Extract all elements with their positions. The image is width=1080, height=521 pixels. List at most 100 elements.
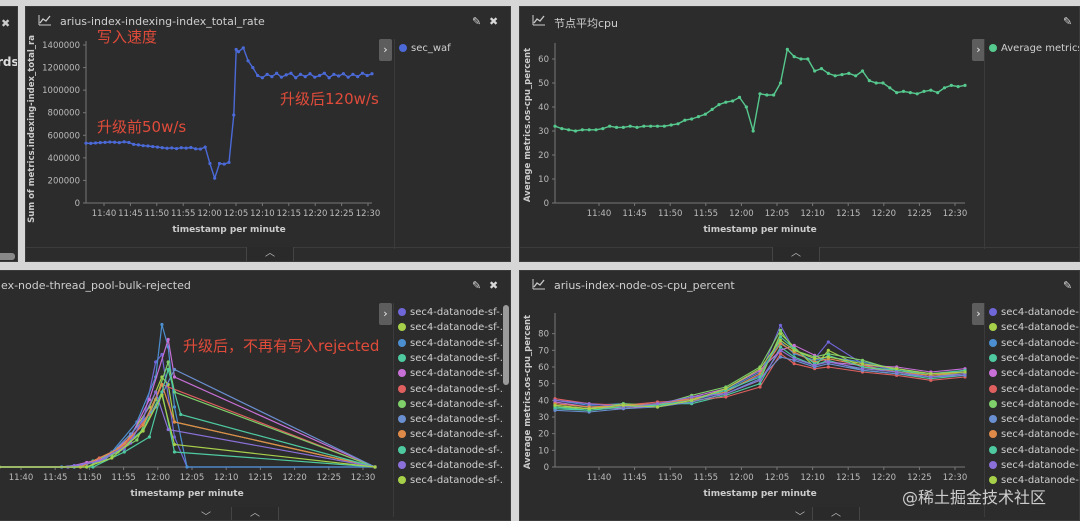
collapse-chevron-up-icon[interactable]: ︿ (812, 507, 860, 520)
legend-item[interactable]: sec4-datanode-sf-... (989, 353, 1079, 367)
panel-title: ex-node-thread_pool-bulk-rejected (1, 279, 191, 292)
legend-scrollbar[interactable] (503, 305, 509, 385)
data-point (867, 79, 871, 83)
collapse-chevron-up-icon[interactable]: ︿ (772, 247, 820, 261)
legend-item[interactable]: sec4-datanode-sf-... (398, 429, 504, 443)
x-tick-label: 11:50 (145, 209, 170, 219)
legend-item[interactable]: sec4-datanode-sf-... (989, 429, 1079, 443)
y-tick-label: 200000 (48, 176, 80, 186)
legend-dot (398, 384, 406, 393)
sidebar-label: rds (0, 55, 18, 69)
legend-item[interactable]: sec4-datanode-sf-... (989, 338, 1079, 352)
x-tick-label: 12:20 (872, 473, 897, 483)
close-icon[interactable]: ✖ (489, 15, 499, 28)
y-axis-label: Average metrics.os-cpu_percent (523, 315, 533, 469)
legend-item[interactable]: sec4-datanode-sf-... (398, 368, 504, 382)
close-icon[interactable]: ✖ (1, 17, 11, 30)
close-icon[interactable]: ✖ (489, 279, 499, 292)
data-point (608, 124, 612, 128)
x-tick-label: 11:55 (171, 209, 196, 219)
legend-item[interactable]: sec4-datanode-sf-... (989, 445, 1079, 459)
data-point (294, 76, 298, 80)
data-point (792, 362, 796, 366)
y-tick-label: 80 (538, 330, 549, 340)
legend-toggle-button[interactable]: › (972, 39, 985, 61)
sidebar-scrollbar[interactable] (0, 253, 15, 260)
panel-title: 节点平均cpu (554, 17, 619, 30)
legend-item[interactable]: sec4-datanode-sf-... (398, 460, 504, 474)
legend-item[interactable]: sec4-datanode-sf-... (398, 322, 504, 336)
legend-item[interactable]: sec4-datanode-sf-... (989, 460, 1079, 474)
edit-icon[interactable]: ✎ (472, 279, 482, 292)
collapse-chevron-up-icon[interactable]: ︿ (246, 247, 294, 261)
data-point (929, 378, 933, 382)
legend-item[interactable]: sec4-datanode-sf-... (989, 414, 1079, 428)
data-point (874, 81, 878, 85)
legend-dot (398, 445, 406, 454)
legend-item[interactable]: sec4-datanode-sf-... (989, 475, 1079, 489)
legend-item[interactable]: sec4-datanode-sf-... (989, 368, 1079, 382)
data-point (601, 127, 605, 131)
legend-item[interactable]: sec4-datanode-sf-... (989, 399, 1079, 413)
x-tick-label: 12:30 (943, 473, 968, 483)
legend-item[interactable]: sec4-datanode-sf-... (398, 307, 504, 321)
data-point (553, 124, 557, 128)
data-point (141, 423, 145, 427)
data-point (628, 124, 632, 128)
legend-label: sec4-datanode-sf-... (410, 414, 504, 426)
legend-item[interactable]: sec4-datanode-sf-... (398, 338, 504, 352)
legend-item[interactable]: sec4-datanode-sf-... (398, 399, 504, 413)
x-tick-label: 12:00 (729, 209, 754, 219)
legend-item[interactable]: sec4-datanode-sf-... (989, 322, 1079, 336)
data-point (724, 100, 728, 104)
legend-label: sec_waf (411, 43, 451, 54)
collapse-chevron-up-icon[interactable]: ︿ (231, 507, 279, 520)
data-point (690, 395, 694, 399)
legend-toggle-button[interactable]: › (379, 39, 392, 61)
legend-item[interactable]: sec4-datanode-sf-... (398, 445, 504, 459)
edit-icon[interactable]: ✎ (472, 15, 482, 28)
edit-icon[interactable]: ✎ (1063, 15, 1073, 28)
edit-icon[interactable]: ✎ (1063, 279, 1073, 292)
legend-label: sec4-datanode-sf-... (1001, 368, 1079, 380)
legend-dot (398, 369, 406, 378)
data-point (166, 360, 170, 364)
data-point (127, 140, 131, 145)
panel-title: arius-index-indexing-index_total_rate (60, 15, 265, 28)
legend: sec4-datanode-sf-... sec4-datanode-sf-...… (984, 303, 1079, 517)
data-point (129, 432, 133, 436)
data-point (132, 142, 136, 146)
chart-index-total-rate: 0 200000 400000 600000 800000 1000000 1200000 1… (27, 35, 380, 235)
series-line (85, 46, 373, 181)
data-point (155, 145, 160, 149)
legend-item[interactable]: Average metrics.os (989, 43, 1079, 57)
legend-label: sec4-datanode-sf-... (1001, 307, 1079, 318)
chevron-down-icon[interactable]: ﹀ (201, 512, 211, 521)
legend-toggle-button[interactable]: › (379, 303, 392, 325)
legend-item[interactable]: sec4-datanode-sf-... (398, 475, 504, 489)
legend-toggle-button[interactable]: › (972, 303, 985, 325)
legend-item[interactable]: sec4-datanode-sf-... (989, 307, 1079, 321)
data-point (772, 93, 776, 97)
legend-item[interactable]: sec4-datanode-sf-... (398, 353, 504, 367)
data-point (936, 91, 940, 95)
data-point (901, 89, 906, 93)
legend-label: sec4-datanode-sf-... (410, 307, 504, 318)
chart-node-avg-cpu: 0 10 20 30 40 50 60 11:40 11:45 11:50 11:55 12:00 12… (523, 43, 968, 235)
data-point (813, 357, 817, 361)
y-tick-label: 30 (538, 413, 549, 423)
legend-item[interactable]: sec_waf (399, 43, 451, 57)
data-point (141, 144, 145, 148)
data-point (232, 113, 236, 117)
data-point (317, 73, 322, 78)
legend-item[interactable]: sec4-datanode-sf-... (989, 384, 1079, 398)
legend-item[interactable]: sec4-datanode-sf-... (398, 384, 504, 398)
data-point (110, 456, 114, 460)
legend-item[interactable]: sec4-datanode-sf-... (398, 414, 504, 428)
data-point (256, 73, 260, 78)
legend: Average metrics.os (984, 39, 1079, 249)
x-tick-label: 12:30 (943, 209, 968, 219)
chevron-down-icon[interactable]: ﹀ (795, 512, 805, 521)
data-point (241, 46, 245, 50)
legend-dot (989, 461, 997, 469)
